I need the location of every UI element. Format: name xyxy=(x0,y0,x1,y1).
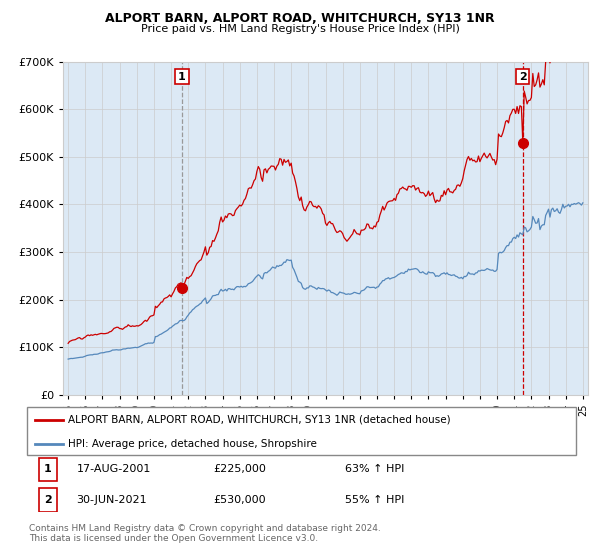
Text: ALPORT BARN, ALPORT ROAD, WHITCHURCH, SY13 1NR: ALPORT BARN, ALPORT ROAD, WHITCHURCH, SY… xyxy=(105,12,495,25)
Text: 30-JUN-2021: 30-JUN-2021 xyxy=(76,495,147,505)
Text: HPI: Average price, detached house, Shropshire: HPI: Average price, detached house, Shro… xyxy=(68,439,317,449)
Text: Price paid vs. HM Land Registry's House Price Index (HPI): Price paid vs. HM Land Registry's House … xyxy=(140,24,460,34)
Text: ALPORT BARN, ALPORT ROAD, WHITCHURCH, SY13 1NR (detached house): ALPORT BARN, ALPORT ROAD, WHITCHURCH, SY… xyxy=(68,415,451,425)
Text: 17-AUG-2001: 17-AUG-2001 xyxy=(76,464,151,474)
Text: 1: 1 xyxy=(44,464,52,474)
Text: £225,000: £225,000 xyxy=(214,464,266,474)
Text: £530,000: £530,000 xyxy=(214,495,266,505)
FancyBboxPatch shape xyxy=(39,458,56,481)
Text: 1: 1 xyxy=(178,72,186,82)
Text: 55% ↑ HPI: 55% ↑ HPI xyxy=(346,495,405,505)
Text: 2: 2 xyxy=(44,495,52,505)
Text: 63% ↑ HPI: 63% ↑ HPI xyxy=(346,464,405,474)
FancyBboxPatch shape xyxy=(39,488,56,512)
FancyBboxPatch shape xyxy=(27,407,576,455)
Text: 2: 2 xyxy=(519,72,527,82)
Text: Contains HM Land Registry data © Crown copyright and database right 2024.
This d: Contains HM Land Registry data © Crown c… xyxy=(29,524,380,543)
